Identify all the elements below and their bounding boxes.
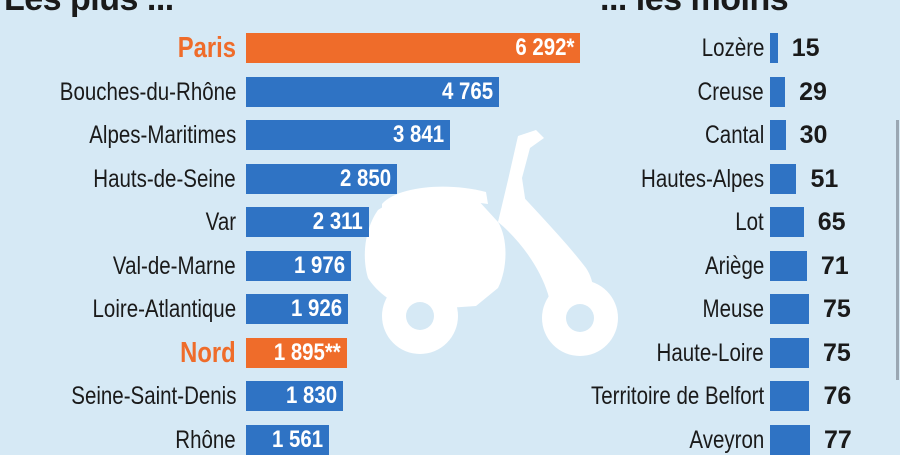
left-bar-label: Paris: [177, 32, 236, 64]
left-bar-value: 1 561: [271, 425, 323, 453]
right-bar-value: 77: [824, 425, 852, 454]
right-bar-value: 30: [799, 121, 828, 149]
right-bar-value: 76: [823, 382, 852, 410]
left-bar: [246, 207, 369, 237]
right-bar-value: 75: [822, 295, 851, 323]
right-bar-label: Lozère: [701, 34, 764, 62]
left-bar-value: 1 926: [291, 295, 343, 322]
left-chart-heading: Les plus ...: [4, 0, 174, 19]
left-bar: [246, 294, 349, 324]
right-bar-label: Ariège: [704, 251, 764, 280]
right-bar: [770, 207, 804, 237]
right-bar-value: 75: [822, 338, 851, 367]
right-bar-value: 29: [799, 77, 827, 106]
left-bar-value: 2 311: [312, 208, 363, 235]
right-bar: [770, 294, 809, 324]
left-bar: [246, 33, 580, 63]
right-bar: [770, 163, 797, 194]
left-bar: [246, 337, 347, 368]
right-bar-value: 15: [791, 34, 820, 62]
right-bar-value: 65: [817, 208, 846, 236]
left-bar-label: Loire-Atlantique: [92, 295, 236, 323]
side-strip: [886, 0, 900, 450]
right-bar-label: Haute-Loire: [656, 338, 764, 367]
right-bar: [770, 76, 786, 107]
left-bar: [246, 76, 499, 107]
right-bar-label: Hautes-Alpes: [640, 164, 764, 193]
left-bar-label: Var: [205, 208, 236, 236]
right-bar-label: Aveyron: [689, 425, 764, 454]
left-bar-value: 6 292*: [515, 34, 574, 61]
left-bar-value: 1 895**: [273, 338, 341, 366]
left-bar: [246, 163, 398, 194]
right-bar-label: Creuse: [697, 77, 764, 106]
right-bar: [770, 33, 778, 63]
right-chart-heading: ... les moins: [600, 0, 789, 19]
right-bar-label: Territoire de Belfort: [590, 382, 764, 410]
left-bar-value: 1 830: [286, 382, 338, 409]
right-bar-label: Meuse: [702, 295, 764, 323]
right-bar: [770, 120, 786, 150]
right-bar: [770, 424, 810, 455]
left-bar-value: 1 976: [293, 251, 345, 279]
right-bar-label: Cantal: [704, 121, 764, 149]
right-bar: [770, 337, 809, 368]
right-bar: [770, 250, 807, 281]
right-bar-value: 51: [810, 164, 839, 193]
right-bar-value: 71: [820, 251, 849, 280]
left-bar-label: Nord: [180, 336, 236, 369]
left-bar-label: Bouches-du-Rhône: [59, 77, 236, 106]
right-bar-label: Lot: [735, 208, 764, 236]
left-bar-label: Val-de-Marne: [113, 251, 236, 280]
left-bar-label: Hauts-de-Seine: [93, 164, 236, 193]
right-bar: [770, 381, 810, 411]
left-bar: [246, 120, 450, 150]
left-bar: [246, 381, 344, 411]
scooter-icon: [364, 130, 618, 356]
left-bar-label: Alpes-Maritimes: [89, 121, 236, 149]
left-bar-value: 4 765: [441, 77, 493, 105]
left-bar-label: Seine-Saint-Denis: [70, 382, 236, 410]
left-bar: [246, 250, 351, 281]
left-bar-value: 2 850: [340, 164, 392, 192]
left-bar-value: 3 841: [392, 121, 444, 148]
left-bar-label: Rhône: [175, 425, 236, 454]
